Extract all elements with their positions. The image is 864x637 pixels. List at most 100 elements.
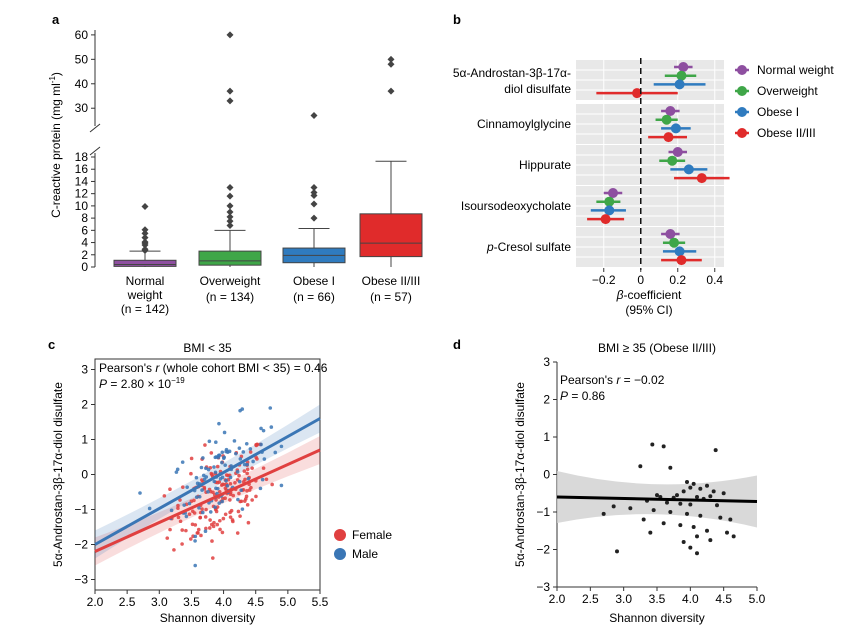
female-point — [210, 539, 214, 543]
estimate-point — [678, 62, 689, 72]
y-tick-label: 0 — [81, 468, 88, 482]
male-point — [237, 446, 242, 450]
male-point — [184, 514, 189, 519]
data-point — [668, 465, 673, 470]
y-tick-label: 1 — [543, 430, 550, 444]
female-point — [223, 486, 228, 490]
data-point — [688, 545, 693, 550]
male-point — [206, 467, 211, 472]
group-label: Obese II/III — [362, 274, 421, 288]
male-point — [197, 494, 202, 499]
male-point — [235, 470, 240, 474]
estimate-point — [604, 196, 615, 207]
male-point — [240, 507, 245, 511]
legend-marker — [737, 65, 747, 75]
female-point — [246, 520, 251, 525]
male-point — [258, 486, 263, 491]
male-point — [273, 450, 278, 455]
y-axis-label: 5α-Androstan-3β-17α-diol disulfate — [513, 382, 527, 567]
y-tick-label: 2 — [81, 248, 88, 262]
data-point — [728, 517, 733, 522]
male-point — [239, 488, 243, 493]
panel-b-forest-plot: 5α-Androstan-3β-17α-diol disulfate Cinnam… — [453, 58, 834, 317]
female-point — [181, 485, 185, 489]
y-tick-label: −3 — [536, 580, 550, 594]
female-point — [209, 451, 214, 455]
outlier-point — [310, 214, 318, 222]
x-tick-label: 2.5 — [119, 595, 136, 609]
panel-label-a: a — [52, 12, 60, 27]
estimate-point — [674, 246, 685, 257]
female-point — [184, 528, 188, 533]
x-tick-label: 5.0 — [280, 595, 297, 609]
female-point — [192, 511, 197, 515]
estimate-point — [670, 123, 681, 134]
male-point — [206, 490, 210, 494]
female-point — [248, 450, 253, 454]
female-point — [178, 519, 183, 524]
male-point — [224, 478, 228, 483]
legend-label: Overweight — [757, 84, 818, 98]
y-tick-label: 18 — [75, 150, 89, 164]
data-point — [665, 500, 669, 505]
male-point — [193, 563, 198, 568]
x-tick-label: 3.5 — [183, 595, 200, 609]
female-point — [176, 515, 181, 520]
group-label: Overweight — [200, 274, 261, 288]
female-point — [229, 508, 234, 513]
female-point — [190, 522, 195, 527]
female-point — [198, 515, 203, 520]
data-point — [681, 489, 686, 494]
male-point — [262, 457, 267, 461]
estimate-point — [683, 164, 694, 175]
female-point — [215, 505, 220, 509]
data-point — [731, 534, 736, 539]
outlier-point — [310, 188, 318, 196]
male-point — [251, 459, 255, 464]
male-point — [212, 479, 217, 484]
data-point — [611, 504, 616, 509]
male-point — [238, 457, 243, 461]
legend-label: Obese I — [757, 105, 799, 119]
male-point — [259, 426, 263, 431]
y-axis-label: C-reactive protein (mg ml-1) — [48, 72, 63, 218]
outlier-point — [226, 217, 234, 225]
female-point — [228, 492, 233, 497]
male-point — [147, 506, 152, 511]
data-point — [691, 525, 696, 529]
female-point — [217, 489, 222, 494]
group-label: Normal — [126, 274, 165, 288]
estimate-point — [665, 229, 676, 239]
female-point — [236, 509, 241, 514]
female-point — [245, 467, 250, 472]
female-point — [180, 528, 185, 532]
data-point — [705, 483, 709, 488]
data-point — [695, 495, 699, 499]
female-point — [237, 473, 241, 478]
metabolite-label: p-Cresol sulfate — [486, 240, 571, 254]
female-point — [196, 531, 200, 535]
panel-label-b: b — [453, 12, 461, 27]
data-point — [725, 530, 729, 535]
x-tick-label: 4.0 — [682, 592, 699, 606]
female-point — [254, 443, 258, 447]
female-point — [228, 498, 232, 502]
outlier-point — [226, 208, 234, 216]
x-axis-label: Shannon diversity — [160, 611, 255, 625]
x-tick-label: 2.0 — [87, 595, 104, 609]
female-point — [200, 507, 204, 511]
legend-label: Obese II/III — [757, 126, 816, 140]
x-tick-label: 5.5 — [312, 595, 329, 609]
male-point — [248, 447, 253, 451]
data-point — [685, 511, 689, 516]
female-point — [172, 548, 176, 552]
male-point — [215, 491, 219, 496]
outlier-point — [141, 234, 149, 242]
female-point — [196, 527, 201, 532]
group-n-label: (n = 142) — [121, 302, 169, 316]
male-point — [224, 449, 228, 454]
female-point — [215, 522, 220, 527]
data-point — [718, 515, 723, 520]
male-point — [222, 455, 226, 460]
y-tick-label: 40 — [75, 77, 89, 91]
